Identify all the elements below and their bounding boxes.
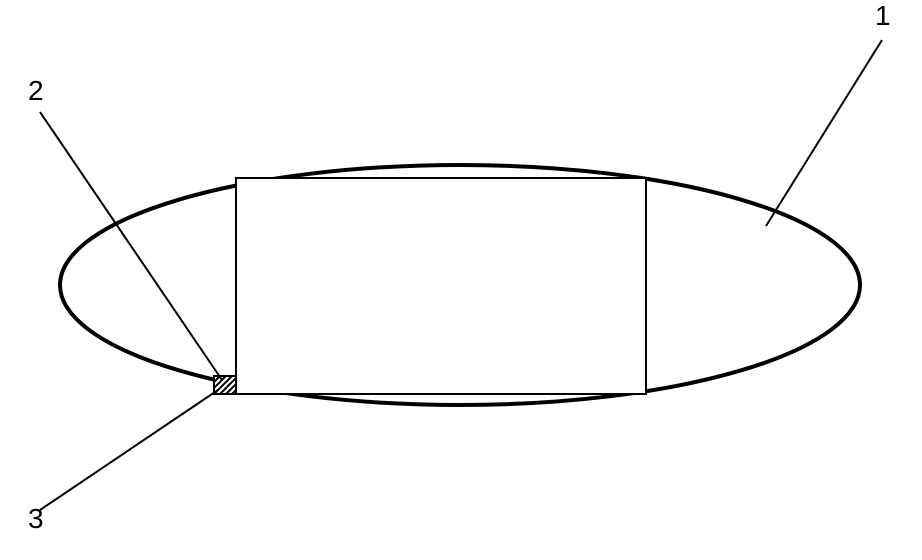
label-3: 3 [28, 503, 44, 534]
label-2: 2 [28, 75, 44, 106]
diagram-svg: 1 2 3 [0, 0, 922, 560]
label-1: 1 [875, 0, 891, 31]
main-box [236, 178, 646, 394]
